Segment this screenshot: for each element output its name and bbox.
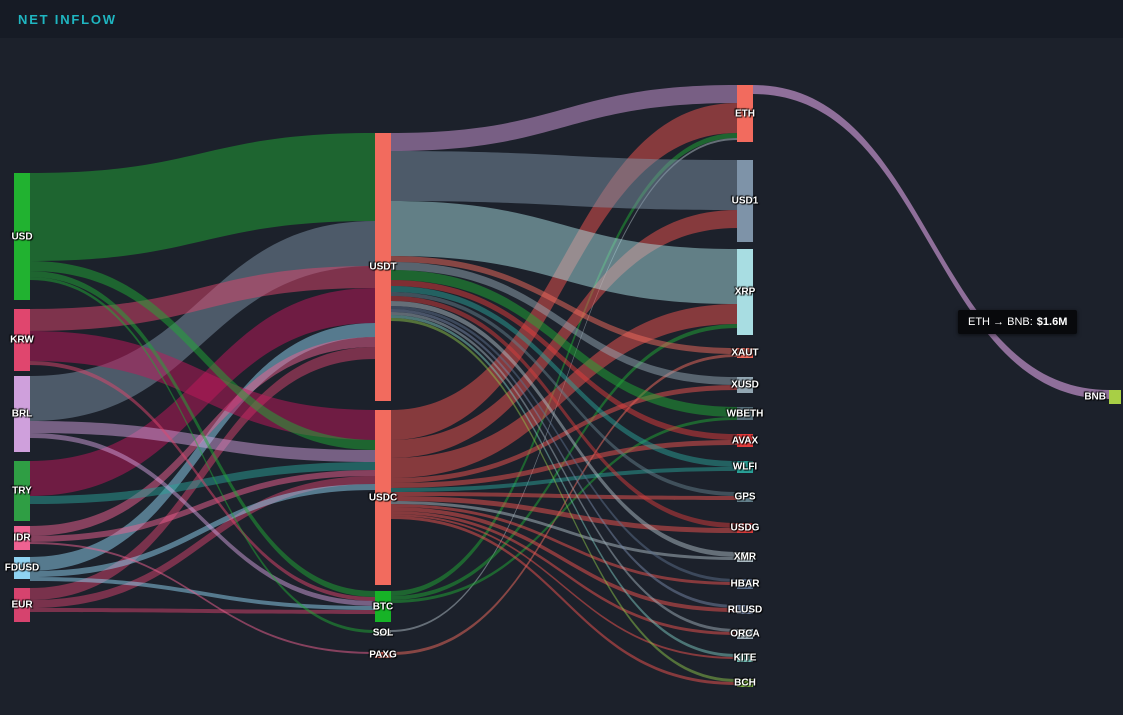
node-BCH[interactable] bbox=[737, 679, 753, 687]
node-USDT[interactable] bbox=[375, 133, 391, 401]
flow-USDT-HBAR[interactable] bbox=[391, 306, 737, 582]
flow-IDR-PAXG[interactable] bbox=[30, 542, 375, 654]
node-TRY[interactable] bbox=[14, 461, 30, 521]
flow-USDC-ORCA[interactable] bbox=[391, 511, 737, 635]
flow-BTC-WBETH[interactable] bbox=[391, 417, 737, 603]
flow-BRL-BTC[interactable] bbox=[30, 433, 375, 606]
node-WLFI[interactable] bbox=[737, 461, 753, 473]
flow-FDUSD-BTC[interactable] bbox=[30, 577, 375, 610]
node-FDUSD[interactable] bbox=[14, 557, 30, 579]
flow-USD-SOL[interactable] bbox=[30, 277, 375, 633]
flow-BRL-USDC[interactable] bbox=[30, 421, 375, 462]
flow-USDC-WLFI[interactable] bbox=[391, 467, 737, 492]
flow-PAXG-XAUT[interactable] bbox=[391, 354, 737, 655]
flow-tooltip: ETH → BNB: $1.6M bbox=[958, 310, 1078, 334]
flow-ETH-BNB[interactable] bbox=[753, 85, 1109, 399]
flow-USDT-RLUSD[interactable] bbox=[391, 309, 737, 608]
page-title: NET INFLOW bbox=[18, 11, 117, 27]
flow-USDC-AVAX[interactable] bbox=[391, 440, 737, 488]
node-USDC[interactable] bbox=[375, 410, 391, 585]
node-USD1[interactable] bbox=[737, 160, 753, 242]
flow-USDT-WBETH[interactable] bbox=[391, 270, 737, 417]
node-SOL[interactable] bbox=[375, 630, 391, 636]
flow-IDR-USDC[interactable] bbox=[30, 470, 375, 542]
node-GPS[interactable] bbox=[737, 492, 753, 502]
flow-EUR-BTC[interactable] bbox=[30, 608, 375, 614]
node-WBETH[interactable] bbox=[737, 407, 753, 420]
flow-USDT-ORCA[interactable] bbox=[391, 312, 737, 632]
flow-USD-USDC[interactable] bbox=[30, 261, 375, 450]
header: NET INFLOW bbox=[0, 0, 1123, 38]
node-HBAR[interactable] bbox=[737, 579, 753, 589]
flow-KRW-BTC[interactable] bbox=[30, 361, 375, 601]
flow-USDC-GPS[interactable] bbox=[391, 492, 737, 500]
flow-USDT-AVAX[interactable] bbox=[391, 280, 737, 440]
flow-USD-USDT[interactable] bbox=[30, 133, 375, 261]
flow-USDT-XRP[interactable] bbox=[391, 201, 737, 304]
flow-USDC-USD1[interactable] bbox=[391, 210, 737, 458]
flow-USDC-XUSD[interactable] bbox=[391, 385, 737, 483]
node-ORCA[interactable] bbox=[737, 629, 753, 639]
flow-USDC-KITE[interactable] bbox=[391, 514, 737, 659]
node-PAXG[interactable] bbox=[375, 652, 391, 658]
flow-KRW-USDC[interactable] bbox=[30, 331, 375, 440]
flow-EUR-USDT[interactable] bbox=[30, 347, 375, 600]
node-ETH[interactable] bbox=[737, 85, 753, 142]
flow-USDT-XUSD[interactable] bbox=[391, 262, 737, 385]
flow-USDT-XAUT[interactable] bbox=[391, 256, 737, 354]
flow-USDT-GPS[interactable] bbox=[391, 292, 737, 496]
node-BRL[interactable] bbox=[14, 376, 30, 452]
node-XAUT[interactable] bbox=[737, 348, 753, 358]
node-XRP[interactable] bbox=[737, 249, 753, 335]
node-USD[interactable] bbox=[14, 173, 30, 300]
flow-USDT-USDG[interactable] bbox=[391, 296, 737, 528]
node-KRW[interactable] bbox=[14, 309, 30, 371]
node-XUSD[interactable] bbox=[737, 377, 753, 393]
flow-EUR-USDC[interactable] bbox=[30, 476, 375, 608]
node-EUR[interactable] bbox=[14, 588, 30, 622]
flow-BTC-ETH[interactable] bbox=[391, 133, 737, 596]
flow-USDT-XMR[interactable] bbox=[391, 301, 737, 557]
sankey-chart: USD KRW BRL TRY IDR FDUSD EUR USDT USDC BTC SOL PAX… bbox=[0, 38, 1123, 715]
flow-USDC-BCH[interactable] bbox=[391, 516, 737, 685]
node-AVAX[interactable] bbox=[737, 434, 753, 447]
node-BTC[interactable] bbox=[375, 591, 391, 622]
tooltip-value: $1.6M bbox=[1036, 316, 1068, 328]
flow-FDUSD-USDC[interactable] bbox=[30, 484, 375, 577]
flow-USDC-XMR[interactable] bbox=[391, 501, 737, 560]
flow-USDC-HBAR[interactable] bbox=[391, 504, 737, 585]
flow-USDC-USDG[interactable] bbox=[391, 496, 737, 533]
flow-USDT-KITE[interactable] bbox=[391, 315, 737, 657]
flow-USD-BTC[interactable] bbox=[30, 271, 375, 597]
node-KITE[interactable] bbox=[737, 654, 753, 662]
flow-USDT-ETH[interactable] bbox=[391, 85, 737, 151]
node-RLUSD[interactable] bbox=[737, 605, 753, 614]
flow-USDT-WLFI[interactable] bbox=[391, 286, 737, 467]
node-XMR[interactable] bbox=[737, 552, 753, 562]
flow-USDC-RLUSD[interactable] bbox=[391, 507, 737, 612]
tooltip-label: ETH → BNB: bbox=[968, 316, 1033, 328]
flow-USDT-BCH[interactable] bbox=[391, 318, 737, 682]
flow-USDT-USD1[interactable] bbox=[391, 151, 737, 210]
node-BNB[interactable] bbox=[1109, 390, 1121, 404]
node-IDR[interactable] bbox=[14, 526, 30, 550]
node-USDG[interactable] bbox=[737, 523, 753, 533]
flow-USDC-XRP[interactable] bbox=[391, 304, 737, 478]
